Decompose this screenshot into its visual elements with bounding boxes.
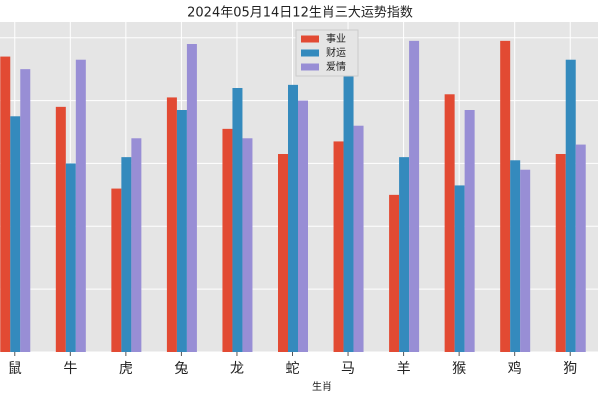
bar (444, 94, 455, 353)
x-tick-label: 狗 (563, 361, 577, 377)
x-tick-label: 蛇 (286, 361, 300, 377)
bar (65, 163, 76, 352)
bar (131, 138, 142, 352)
x-tick-label: 马 (341, 361, 355, 377)
x-tick-label: 羊 (397, 361, 411, 377)
bar (353, 125, 364, 352)
bar (75, 59, 86, 352)
bar (176, 110, 187, 352)
legend-label: 财运 (326, 46, 346, 59)
bar (111, 188, 122, 352)
bar (10, 116, 21, 353)
legend-label: 爱情 (326, 60, 346, 73)
x-tick-label: 鼠 (8, 361, 22, 377)
bar (389, 194, 400, 352)
bar (500, 40, 511, 352)
x-tick-label: 兔 (174, 361, 188, 377)
bar (343, 66, 354, 352)
bar (186, 44, 197, 352)
x-tick-label: 龙 (230, 361, 244, 377)
bar (464, 110, 475, 352)
bar (409, 40, 420, 352)
bar (278, 154, 288, 352)
legend-swatch (301, 49, 319, 57)
x-axis-label: 生肖 (312, 380, 332, 393)
bar (121, 157, 132, 352)
bar (232, 88, 243, 352)
bar (555, 154, 566, 352)
x-tick-label: 虎 (119, 361, 133, 377)
bar (399, 157, 410, 352)
bar (20, 69, 31, 353)
bar (242, 138, 253, 352)
bar (565, 59, 576, 352)
bar (520, 169, 531, 352)
x-tick-label: 猴 (452, 361, 466, 377)
bar (575, 144, 586, 352)
legend-swatch (301, 35, 319, 43)
x-tick-label: 鸡 (508, 360, 522, 377)
chart-title: 2024年05月14日12生肖三大运势指数 (187, 5, 413, 21)
bar (0, 56, 11, 352)
bar (454, 185, 465, 352)
bar (166, 97, 177, 352)
x-tick-label: 牛 (63, 361, 77, 377)
bar (333, 141, 344, 352)
bar (55, 106, 66, 352)
legend-swatch (301, 63, 319, 71)
bar (288, 84, 298, 352)
bar (298, 100, 308, 352)
bar (510, 160, 521, 352)
legend-label: 事业 (326, 32, 346, 45)
bar (222, 128, 233, 352)
